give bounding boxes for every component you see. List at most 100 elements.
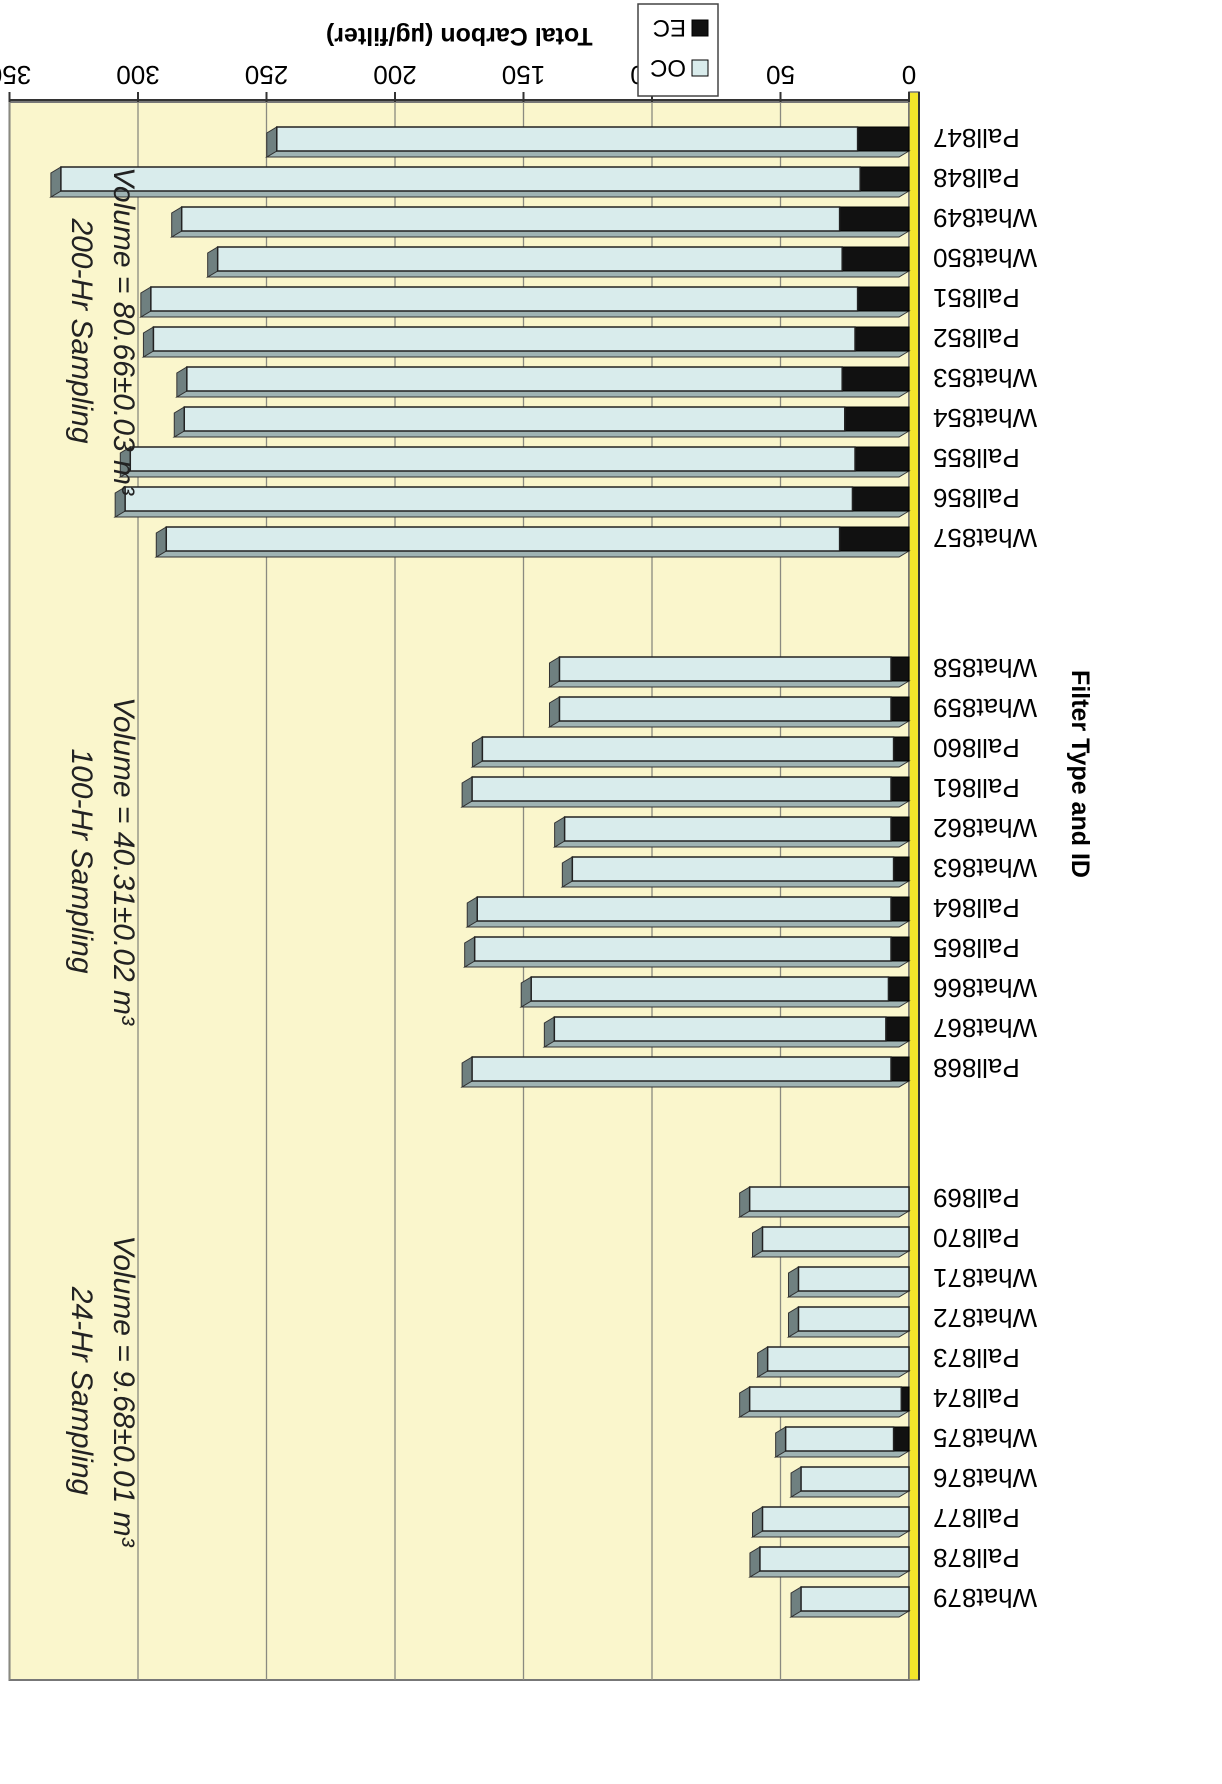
- category-label: Pall873: [933, 1343, 1020, 1373]
- category-label: What862: [933, 813, 1037, 843]
- bar-oc: [124, 486, 854, 512]
- bar-top-face: [172, 430, 911, 438]
- axis-layer: [8, 92, 920, 1680]
- bar-oc: [800, 1586, 910, 1612]
- bar-oc: [165, 526, 841, 552]
- value-tick-label: 150: [502, 60, 545, 90]
- category-label: What867: [933, 1013, 1037, 1043]
- bar-ec: [844, 406, 910, 432]
- bar-top-face: [118, 470, 911, 478]
- plot-area: [8, 91, 920, 1681]
- bar-ec: [890, 1056, 910, 1082]
- bar-oc: [748, 1186, 910, 1212]
- bar-oc: [471, 1056, 892, 1082]
- group-volume: Volume = 40.31±0.02 m³: [107, 697, 140, 1026]
- category-label: What858: [933, 653, 1037, 683]
- bar-ec: [893, 856, 910, 882]
- category-label: Pall860: [933, 733, 1020, 763]
- bar-ec: [900, 1386, 910, 1412]
- legend-swatch: [691, 19, 709, 37]
- bar-top-face: [470, 760, 911, 768]
- bar-top-face: [737, 1210, 911, 1218]
- bar-ec: [890, 896, 910, 922]
- bar-top-face: [462, 960, 911, 968]
- bar-oc: [761, 1226, 910, 1252]
- bar-oc: [797, 1306, 910, 1332]
- category-label: Pall864: [933, 893, 1020, 923]
- category-label: Pall869: [933, 1183, 1020, 1213]
- bar-ec: [857, 126, 910, 152]
- bar-top-face: [460, 800, 911, 808]
- bar-ec: [839, 206, 910, 232]
- bar-top-face: [460, 1080, 911, 1088]
- category-label: Pall847: [933, 123, 1020, 153]
- bar-oc: [129, 446, 856, 472]
- bar-top-face: [205, 270, 911, 278]
- category-label: What871: [933, 1263, 1037, 1293]
- bar-top-face: [175, 390, 911, 398]
- bar-top-face: [750, 1530, 911, 1538]
- category-label: What853: [933, 363, 1037, 393]
- bar-oc: [186, 366, 843, 392]
- bar-ec: [851, 486, 910, 512]
- bar-oc: [558, 656, 892, 682]
- bar-top-face: [560, 880, 911, 888]
- bar-top-face: [737, 1410, 911, 1418]
- category-axis-title: Filter Type and ID: [1066, 670, 1094, 878]
- bar-top-face: [264, 150, 911, 158]
- bar-top-face: [552, 840, 911, 848]
- value-tick-label: 200: [373, 60, 416, 90]
- category-label: Pall856: [933, 483, 1020, 513]
- legend-swatch: [691, 59, 709, 77]
- bar-oc: [766, 1346, 910, 1372]
- bar-top-face: [465, 920, 911, 928]
- bar-ec: [841, 246, 910, 272]
- bar-ec: [890, 776, 910, 802]
- group-title: 100-Hr Sampling: [65, 748, 98, 973]
- category-label: What876: [933, 1463, 1037, 1493]
- bar-oc: [150, 286, 859, 312]
- bar-top-face: [547, 680, 911, 688]
- bar-top-face: [139, 310, 911, 318]
- group-title: 24-Hr Sampling: [65, 1286, 98, 1496]
- category-label: What879: [933, 1583, 1037, 1613]
- bar-oc: [183, 406, 846, 432]
- bar-oc: [471, 776, 892, 802]
- bar-oc: [152, 326, 856, 352]
- category-label: Pall848: [933, 163, 1020, 193]
- bar-top-face: [789, 1610, 911, 1618]
- bar-oc: [276, 126, 859, 152]
- rotated-chart-group: 050100150200250300350Pall847Pall848What8…: [0, 3, 1094, 1681]
- category-label: Pall874: [933, 1383, 1020, 1413]
- category-label: Pall852: [933, 323, 1020, 353]
- bar-top-face: [547, 720, 911, 728]
- value-tick-label: 50: [766, 60, 795, 90]
- bar-top-face: [154, 550, 911, 558]
- category-label: Pall870: [933, 1223, 1020, 1253]
- category-label: What859: [933, 693, 1037, 723]
- category-label: What857: [933, 523, 1037, 553]
- bar-oc: [797, 1266, 910, 1292]
- bar-ec: [887, 976, 910, 1002]
- bar-ec: [893, 1426, 910, 1452]
- value-tick-label: 0: [902, 60, 916, 90]
- bar-ec: [859, 166, 910, 192]
- bar-ec: [890, 656, 910, 682]
- bar-oc: [784, 1426, 895, 1452]
- category-label: Pall868: [933, 1053, 1020, 1083]
- category-label: What863: [933, 853, 1037, 883]
- plot-floor: [908, 91, 920, 1681]
- category-label: What875: [933, 1423, 1037, 1453]
- bar-oc: [60, 166, 861, 192]
- bar-oc: [180, 206, 841, 232]
- value-tick-label: 300: [116, 60, 159, 90]
- category-label: Pall878: [933, 1543, 1020, 1573]
- value-tick-label: 250: [245, 60, 288, 90]
- bar-ec: [839, 526, 910, 552]
- bar-ec: [890, 816, 910, 842]
- category-label: Pall855: [933, 443, 1020, 473]
- bar-top-face: [169, 230, 911, 238]
- bar-oc: [473, 936, 892, 962]
- value-axis-title: Total Carbon (µg/filter): [326, 22, 593, 50]
- bar-oc: [563, 816, 892, 842]
